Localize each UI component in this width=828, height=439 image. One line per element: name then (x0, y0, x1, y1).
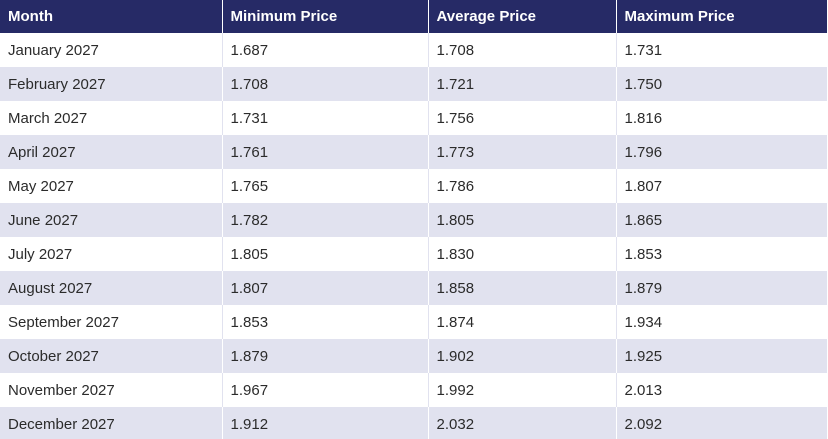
average-price-cell: 1.721 (428, 67, 617, 101)
table-row: September 2027 1.853 1.874 1.934 (0, 305, 827, 339)
maximum-price-cell: 1.816 (616, 101, 827, 135)
minimum-price-cell: 1.765 (222, 169, 429, 203)
average-price-cell: 1.902 (428, 339, 617, 373)
minimum-price-cell: 1.782 (222, 203, 429, 237)
average-price-cell: 1.756 (428, 101, 617, 135)
header-row: Month Minimum Price Average Price Maximu… (0, 0, 827, 33)
table-header: Month Minimum Price Average Price Maximu… (0, 0, 827, 33)
table-row: November 2027 1.967 1.992 2.013 (0, 373, 827, 407)
column-header-maximum-price: Maximum Price (616, 0, 827, 33)
table-row: February 2027 1.708 1.721 1.750 (0, 67, 827, 101)
column-header-month: Month (0, 0, 223, 33)
table-row: January 2027 1.687 1.708 1.731 (0, 33, 827, 67)
minimum-price-cell: 1.912 (222, 407, 429, 439)
maximum-price-cell: 2.013 (616, 373, 827, 407)
average-price-cell: 1.708 (428, 33, 617, 67)
table-row: October 2027 1.879 1.902 1.925 (0, 339, 827, 373)
average-price-cell: 1.805 (428, 203, 617, 237)
month-cell: April 2027 (0, 135, 223, 169)
month-cell: July 2027 (0, 237, 223, 271)
month-cell: January 2027 (0, 33, 223, 67)
month-cell: December 2027 (0, 407, 223, 439)
table-row: July 2027 1.805 1.830 1.853 (0, 237, 827, 271)
table-row: April 2027 1.761 1.773 1.796 (0, 135, 827, 169)
average-price-cell: 1.874 (428, 305, 617, 339)
average-price-cell: 1.858 (428, 271, 617, 305)
maximum-price-cell: 1.750 (616, 67, 827, 101)
minimum-price-cell: 1.687 (222, 33, 429, 67)
table-row: June 2027 1.782 1.805 1.865 (0, 203, 827, 237)
minimum-price-cell: 1.807 (222, 271, 429, 305)
maximum-price-cell: 2.092 (616, 407, 827, 439)
maximum-price-cell: 1.925 (616, 339, 827, 373)
minimum-price-cell: 1.879 (222, 339, 429, 373)
maximum-price-cell: 1.934 (616, 305, 827, 339)
column-header-minimum-price: Minimum Price (222, 0, 429, 33)
minimum-price-cell: 1.967 (222, 373, 429, 407)
column-header-average-price: Average Price (428, 0, 617, 33)
table-body: January 2027 1.687 1.708 1.731 February 2027… (0, 33, 827, 439)
maximum-price-cell: 1.879 (616, 271, 827, 305)
maximum-price-cell: 1.807 (616, 169, 827, 203)
maximum-price-cell: 1.731 (616, 33, 827, 67)
minimum-price-cell: 1.761 (222, 135, 429, 169)
maximum-price-cell: 1.853 (616, 237, 827, 271)
maximum-price-cell: 1.796 (616, 135, 827, 169)
minimum-price-cell: 1.731 (222, 101, 429, 135)
month-cell: October 2027 (0, 339, 223, 373)
minimum-price-cell: 1.853 (222, 305, 429, 339)
maximum-price-cell: 1.865 (616, 203, 827, 237)
average-price-cell: 2.032 (428, 407, 617, 439)
table-row: March 2027 1.731 1.756 1.816 (0, 101, 827, 135)
average-price-cell: 1.830 (428, 237, 617, 271)
month-cell: September 2027 (0, 305, 223, 339)
average-price-cell: 1.773 (428, 135, 617, 169)
table-row: December 2027 1.912 2.032 2.092 (0, 407, 827, 439)
month-cell: November 2027 (0, 373, 223, 407)
average-price-cell: 1.992 (428, 373, 617, 407)
table-row: August 2027 1.807 1.858 1.879 (0, 271, 827, 305)
average-price-cell: 1.786 (428, 169, 617, 203)
minimum-price-cell: 1.708 (222, 67, 429, 101)
month-cell: May 2027 (0, 169, 223, 203)
table-row: May 2027 1.765 1.786 1.807 (0, 169, 827, 203)
month-cell: March 2027 (0, 101, 223, 135)
month-cell: February 2027 (0, 67, 223, 101)
minimum-price-cell: 1.805 (222, 237, 429, 271)
month-cell: June 2027 (0, 203, 223, 237)
month-cell: August 2027 (0, 271, 223, 305)
